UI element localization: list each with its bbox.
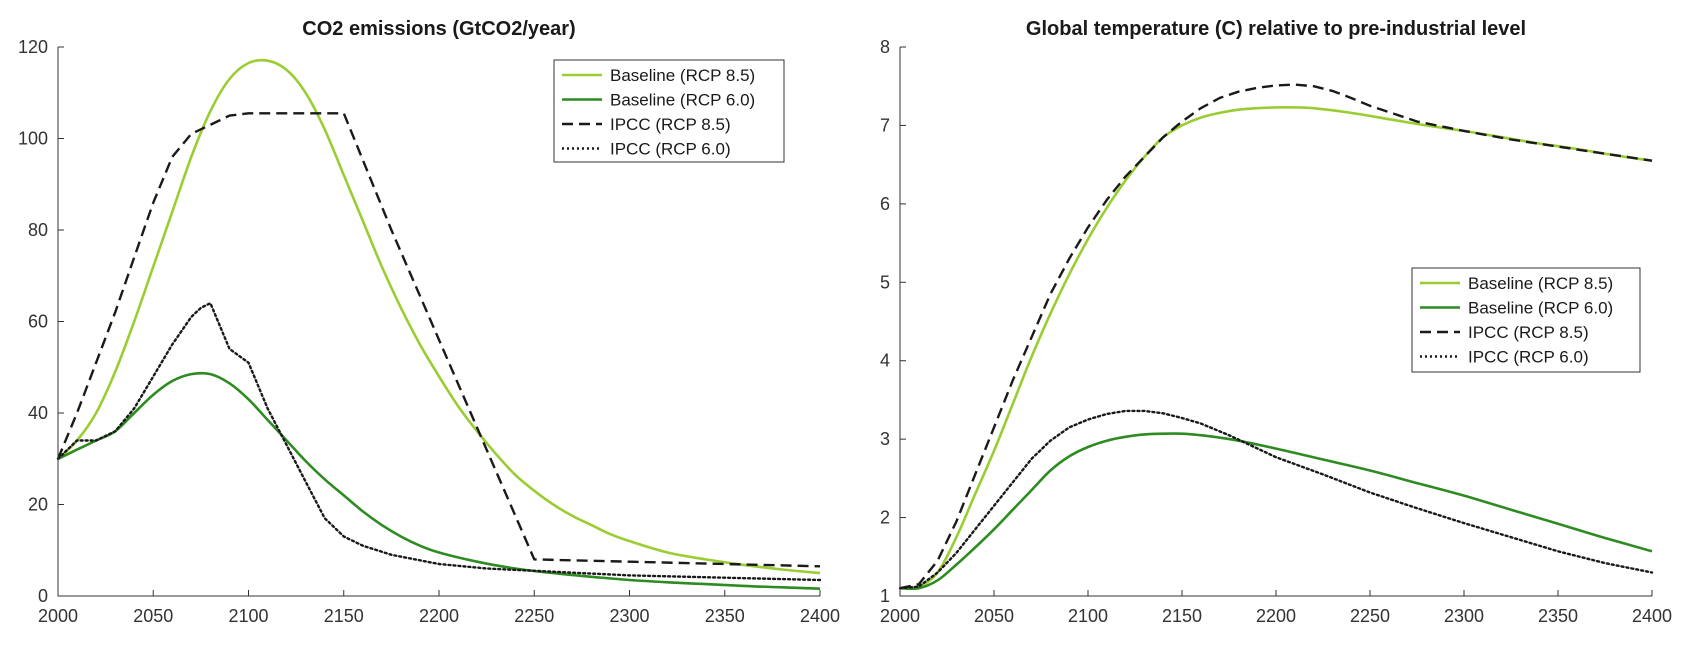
axes-layer: 2000 2050 2100 2150 2200 2250 2300 2350 2400 1 2 3 4… bbox=[880, 37, 1672, 626]
y-tick-label: 8 bbox=[880, 37, 890, 57]
series-layer bbox=[898, 83, 1654, 591]
legend-label: IPCC (RCP 8.5) bbox=[1468, 323, 1589, 342]
legend-label: IPCC (RCP 6.0) bbox=[1468, 348, 1589, 367]
legend: Baseline (RCP 8.5) Baseline (RCP 6.0) IPCC… bbox=[553, 59, 785, 163]
axes-layer: 2000 2050 2100 2150 2200 2250 2300 2350 2400 0 20 4… bbox=[18, 37, 840, 626]
x-tick-label: 2000 bbox=[880, 606, 920, 626]
y-tick-label: 20 bbox=[28, 495, 48, 515]
x-tick-label: 2050 bbox=[133, 606, 173, 626]
series-line-1 bbox=[57, 371, 821, 590]
x-tick-label: 2250 bbox=[514, 606, 554, 626]
x-tick-label: 2400 bbox=[800, 606, 840, 626]
x-tick-label: 2000 bbox=[38, 606, 78, 626]
x-tick-label: 2100 bbox=[228, 606, 268, 626]
legend-label: IPCC (RCP 8.5) bbox=[610, 115, 731, 134]
series-line-0 bbox=[57, 58, 821, 575]
x-tick-label: 2200 bbox=[419, 606, 459, 626]
y-tick-label: 80 bbox=[28, 220, 48, 240]
x-tick-label: 2200 bbox=[1256, 606, 1296, 626]
y-tick-label: 100 bbox=[18, 129, 48, 149]
legend: Baseline (RCP 8.5) Baseline (RCP 6.0) IPCC… bbox=[1411, 267, 1641, 373]
legend-label: Baseline (RCP 8.5) bbox=[610, 66, 755, 85]
x-tick-label: 2050 bbox=[974, 606, 1014, 626]
chart-title: Global temperature (C) relative to pre-i… bbox=[1026, 18, 1526, 40]
y-tick-label: 120 bbox=[18, 37, 48, 57]
x-tick-label: 2250 bbox=[1350, 606, 1390, 626]
legend-label: Baseline (RCP 6.0) bbox=[610, 91, 755, 110]
y-tick-label: 3 bbox=[880, 429, 890, 449]
series-line-1 bbox=[899, 432, 1653, 591]
legend-box bbox=[1411, 267, 1641, 373]
series-line-2 bbox=[56, 112, 821, 568]
chart-title: CO2 emissions (GtCO2/year) bbox=[302, 18, 575, 40]
x-tick-label: 2300 bbox=[1444, 606, 1484, 626]
series-layer bbox=[56, 58, 822, 590]
legend-label: Baseline (RCP 8.5) bbox=[1468, 274, 1613, 293]
y-tick-label: 40 bbox=[28, 403, 48, 423]
x-tick-label: 2350 bbox=[1538, 606, 1578, 626]
y-tick-label: 60 bbox=[28, 312, 48, 332]
y-tick-label: 5 bbox=[880, 272, 890, 292]
series-line-3 bbox=[56, 302, 822, 582]
co2-emissions-chart: CO2 emissions (GtCO2/year) 2000 2050 2100 2… bbox=[18, 18, 840, 626]
y-tick-label: 2 bbox=[880, 508, 890, 528]
y-tick-label: 7 bbox=[880, 115, 890, 135]
y-tick-label: 1 bbox=[880, 586, 890, 606]
legend-label: Baseline (RCP 6.0) bbox=[1468, 299, 1613, 318]
x-tick-label: 2300 bbox=[609, 606, 649, 626]
series-line-3 bbox=[898, 409, 1654, 590]
legend-label: IPCC (RCP 6.0) bbox=[610, 140, 731, 159]
x-tick-label: 2400 bbox=[1632, 606, 1672, 626]
y-tick-label: 0 bbox=[38, 586, 48, 606]
x-tick-label: 2150 bbox=[1162, 606, 1202, 626]
y-tick-label: 4 bbox=[880, 351, 890, 371]
y-tick-label: 6 bbox=[880, 194, 890, 214]
x-tick-label: 2350 bbox=[705, 606, 745, 626]
series-line-2 bbox=[899, 83, 1653, 590]
x-tick-label: 2150 bbox=[324, 606, 364, 626]
legend-box bbox=[553, 59, 785, 163]
x-tick-label: 2100 bbox=[1068, 606, 1108, 626]
global-temperature-chart: Global temperature (C) relative to pre-i… bbox=[880, 18, 1672, 626]
